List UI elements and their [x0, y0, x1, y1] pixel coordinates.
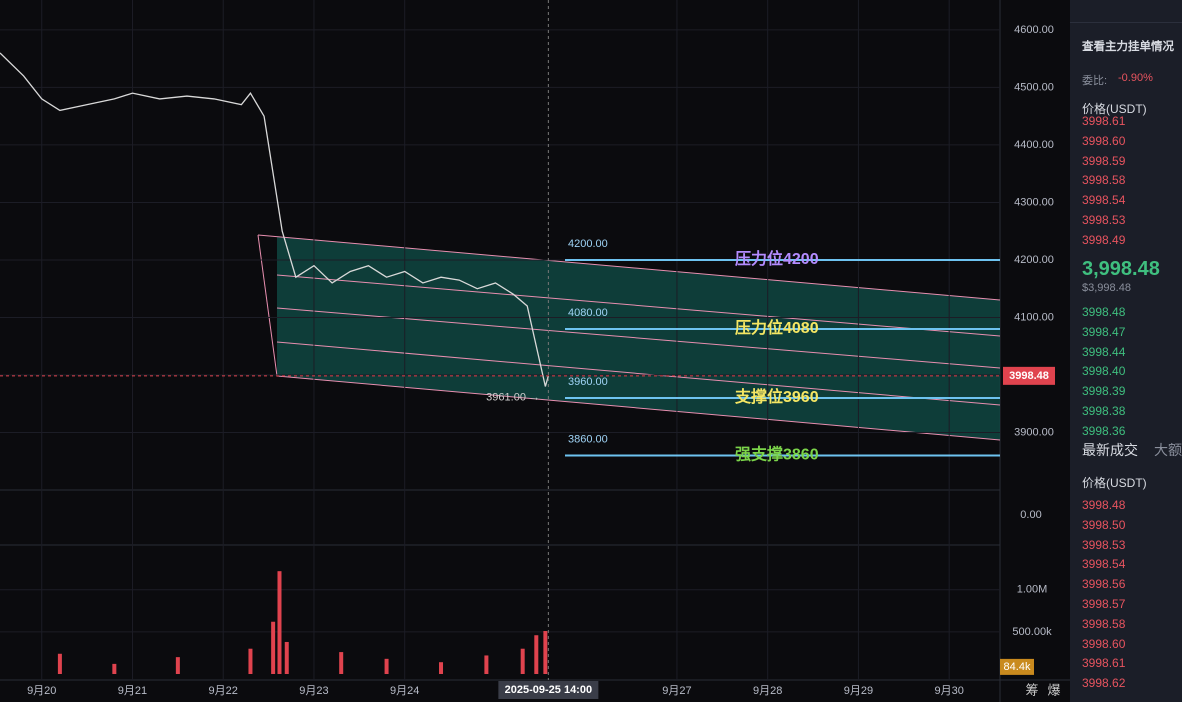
- price-header: 价格(USDT): [1082, 102, 1147, 116]
- volume-bar: [271, 621, 276, 674]
- price-row: 3998.47: [1082, 324, 1126, 339]
- volume-bar: [439, 662, 444, 674]
- price-row: 3998.48: [1082, 498, 1126, 512]
- x-tick-label: 9月21: [118, 685, 147, 697]
- level-label: 3860.00: [568, 433, 608, 445]
- volume-bar: [248, 648, 253, 674]
- footer-a: 筹: [1025, 682, 1038, 697]
- x-tick-label: 9月28: [753, 685, 782, 697]
- volume-bar: [484, 655, 489, 674]
- last-price-box: [1003, 366, 1055, 385]
- ratio-value: -0.90%: [1118, 72, 1153, 84]
- low-marker: 3961.00 →: [486, 391, 540, 403]
- last-usd: $3,998.48: [1082, 282, 1131, 294]
- y-tick-label: 4100.00: [1014, 311, 1054, 323]
- x-tick-label: 9月23: [299, 685, 328, 697]
- level-label: 4200.00: [568, 238, 608, 250]
- last-price-label: 3998.48: [1009, 370, 1049, 382]
- y-tick-label: 3900.00: [1014, 426, 1054, 438]
- volume-current-label: 84.4k: [1004, 661, 1031, 673]
- order-panel: 查看主力挂单情况 委比: -0.90% 价格(USDT) 3998.61 3998…: [1070, 0, 1182, 702]
- channel-lines: [257, 234, 1001, 441]
- price-row: 3998.61: [1082, 656, 1126, 671]
- macd-tick-label: 0.00: [1020, 509, 1041, 521]
- price-row: 3998.48: [1082, 305, 1126, 319]
- price-row: 3998.60: [1082, 636, 1126, 651]
- x-tick-label: 9月30: [935, 685, 964, 697]
- price-row: 3998.54: [1082, 193, 1126, 208]
- x-tick-label: 9月27: [662, 685, 691, 697]
- volume-bar: [112, 663, 117, 674]
- price-line: [0, 52, 549, 387]
- level-annotation: 支撑位3960: [734, 387, 819, 406]
- volume-bar: [277, 571, 282, 674]
- volume-bar: [534, 635, 539, 674]
- trades-header: 价格(USDT): [1082, 476, 1147, 490]
- ratio-label: 委比:: [1082, 75, 1108, 87]
- level-label: 4080.00: [568, 307, 608, 319]
- price-row: 3998.58: [1082, 616, 1126, 631]
- y-tick-label: 4400.00: [1014, 139, 1054, 151]
- volume-bar: [284, 641, 289, 674]
- level-annotation: 强支撑3860: [735, 445, 819, 464]
- crosshair-label: 2025-09-25 14:00: [505, 684, 592, 696]
- x-tick-label: 9月24: [390, 685, 419, 697]
- price-row: 3998.54: [1082, 557, 1126, 572]
- toolbar: [1070, 0, 1182, 23]
- price-row: 3998.61: [1082, 114, 1126, 128]
- price-row: 3998.60: [1082, 133, 1126, 148]
- footer-b: 爆: [1047, 682, 1060, 697]
- x-tick-label: 9月20: [27, 685, 56, 697]
- price-row: 3998.38: [1082, 404, 1126, 418]
- volume-bar: [520, 648, 525, 674]
- link[interactable]: 查看主力挂单情况: [1082, 41, 1174, 53]
- price-row: 3998.39: [1082, 384, 1126, 399]
- tab-large[interactable]: 大额: [1154, 442, 1182, 458]
- price-row: 3998.57: [1082, 597, 1126, 611]
- price-row: 3998.50: [1082, 517, 1126, 532]
- price-row: 3998.40: [1082, 364, 1126, 379]
- price-row: 3998.58: [1082, 173, 1126, 188]
- level-label: 3960.00: [568, 376, 608, 388]
- price-row: 3998.53: [1082, 537, 1126, 552]
- level-annotation: 压力位4080: [735, 318, 819, 337]
- price-row: 3998.44: [1082, 344, 1126, 359]
- volume-tick-label: 1.00M: [1017, 584, 1048, 596]
- x-tick-label: 9月22: [209, 685, 238, 697]
- volume-bar: [543, 631, 548, 674]
- price-row: 3998.62: [1082, 676, 1126, 691]
- volume-bar: [339, 652, 344, 674]
- tab-trades[interactable]: 最新成交: [1082, 442, 1138, 458]
- x-tick-label: 9月29: [844, 685, 873, 697]
- volume-current-box: [1000, 658, 1034, 675]
- volume-tick-label: 500.00k: [1012, 626, 1052, 638]
- price-row: 3998.36: [1082, 423, 1126, 438]
- volume-bar: [57, 653, 62, 674]
- price-row: 3998.56: [1082, 577, 1126, 592]
- volume-bar: [384, 658, 389, 674]
- y-tick-label: 4600.00: [1014, 24, 1054, 36]
- price-row: 3998.53: [1082, 213, 1126, 227]
- price-row: 3998.49: [1082, 232, 1126, 247]
- price-row: 3998.59: [1082, 153, 1126, 168]
- y-tick-label: 4200.00: [1014, 254, 1054, 266]
- crosshair-box: [498, 681, 599, 699]
- y-tick-label: 4300.00: [1014, 196, 1054, 208]
- chart: 3900.004000.004100.004200.004300.004400.…: [0, 0, 1070, 702]
- level-annotation: 压力位4200: [735, 249, 819, 268]
- y-tick-label: 4500.00: [1014, 81, 1054, 93]
- volume-bar: [175, 657, 180, 674]
- last-price: 3,998.48: [1082, 258, 1160, 280]
- ratio: -0.90%: [1118, 72, 1153, 84]
